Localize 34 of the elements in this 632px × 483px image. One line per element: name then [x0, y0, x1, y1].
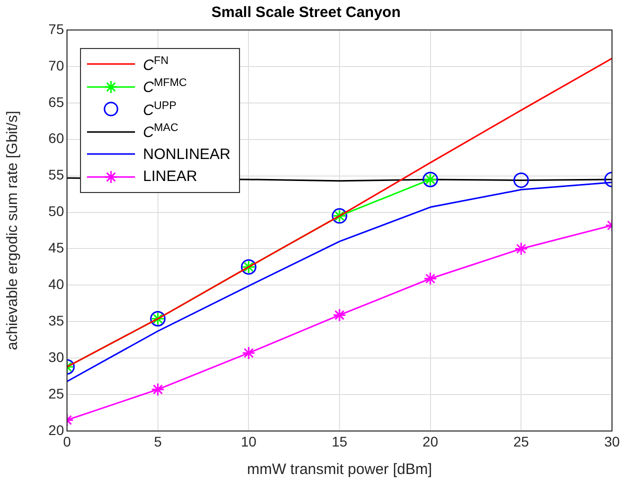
y-axis-title: achievable ergodic sum rate [Gbit/s] — [4, 110, 22, 350]
legend-label: C$^{UPP}$ — [143, 100, 176, 119]
legend-label: LINEAR — [143, 168, 198, 186]
y-tick-label: 65 — [48, 94, 64, 110]
x-tick-label: 0 — [63, 433, 72, 450]
point — [513, 172, 529, 188]
y-tick-label: 30 — [48, 348, 64, 365]
y-tick-label: 45 — [48, 240, 64, 256]
point — [242, 346, 256, 360]
legend-label: C$^{MFMC}$ — [143, 77, 187, 96]
chart-title: Small Scale Street Canyon — [211, 4, 401, 22]
point — [332, 308, 346, 322]
y-tick-label: 60 — [48, 130, 64, 146]
x-tick-label: 20 — [422, 433, 438, 450]
x-tick-label: 15 — [332, 433, 348, 450]
legend-label: NONLINEAR — [143, 146, 231, 163]
y-tick-label: 20 — [48, 422, 64, 438]
legend-label: C$^{FN}$ — [143, 54, 169, 74]
x-tick-label: 25 — [513, 433, 530, 450]
x-tick-label: 10 — [240, 433, 257, 450]
y-tick-label: 70 — [48, 57, 64, 74]
y-tick-label: 50 — [48, 203, 64, 220]
x-axis-title: mmW transmit power [dBm] — [246, 461, 432, 478]
point — [424, 272, 438, 286]
y-tick-label: 55 — [48, 166, 64, 183]
legend-label: C$^{MAC}$ — [143, 122, 178, 142]
x-tick-label: 5 — [154, 433, 162, 450]
y-tick-label: 25 — [48, 385, 64, 402]
point — [151, 382, 165, 396]
y-tick-label: 40 — [48, 276, 64, 292]
y-tick-label: 35 — [48, 312, 64, 328]
x-tick-label: 30 — [604, 433, 620, 450]
y-tick-label: 75 — [48, 20, 64, 37]
point — [514, 242, 528, 256]
